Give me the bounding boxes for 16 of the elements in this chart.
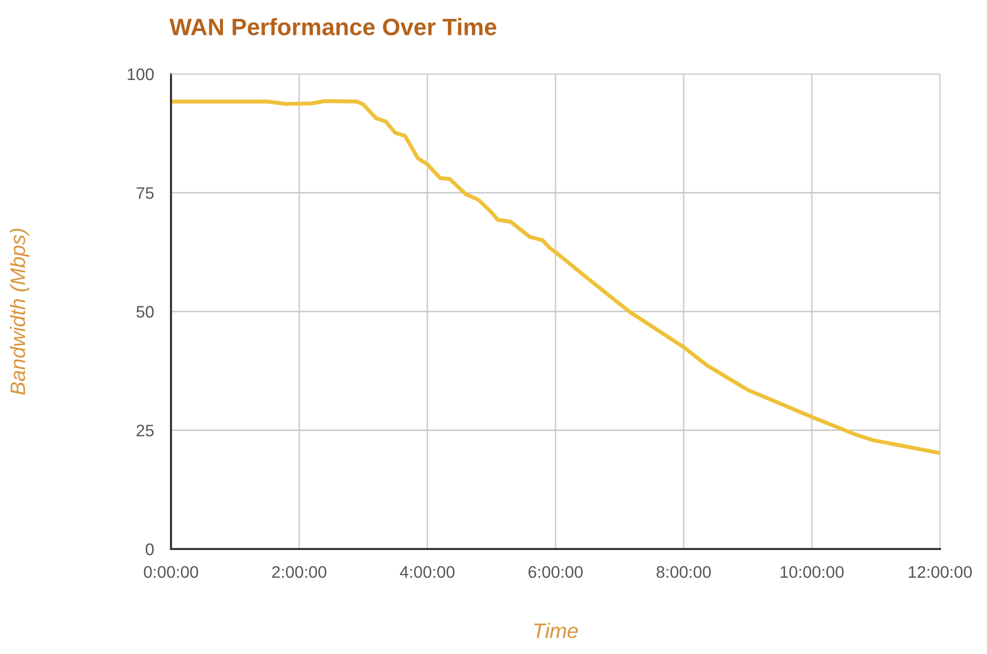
y-axis-title: Bandwidth (Mbps)	[10, 228, 30, 395]
x-axis-title: Time	[534, 622, 578, 638]
y-tick-label: 25	[136, 424, 154, 436]
y-tick-label: 0	[146, 543, 154, 556]
chart-title: WAN Performance Over Time	[169, 18, 496, 36]
x-tick-label: 8:00:00	[656, 566, 711, 578]
y-tick-label: 100	[128, 68, 154, 80]
line-series	[171, 99, 940, 455]
x-tick-label: 6:00:00	[528, 566, 583, 578]
x-tick-label: 10:00:00	[780, 566, 844, 578]
y-tick-label: 50	[136, 306, 154, 318]
x-tick-label: 12:00:00	[908, 566, 972, 578]
x-tick-label: 0:00:00	[144, 566, 198, 578]
x-tick-label: 4:00:00	[400, 566, 454, 578]
y-tick-label: 75	[136, 187, 154, 199]
x-tick-label: 2:00:00	[272, 566, 326, 578]
